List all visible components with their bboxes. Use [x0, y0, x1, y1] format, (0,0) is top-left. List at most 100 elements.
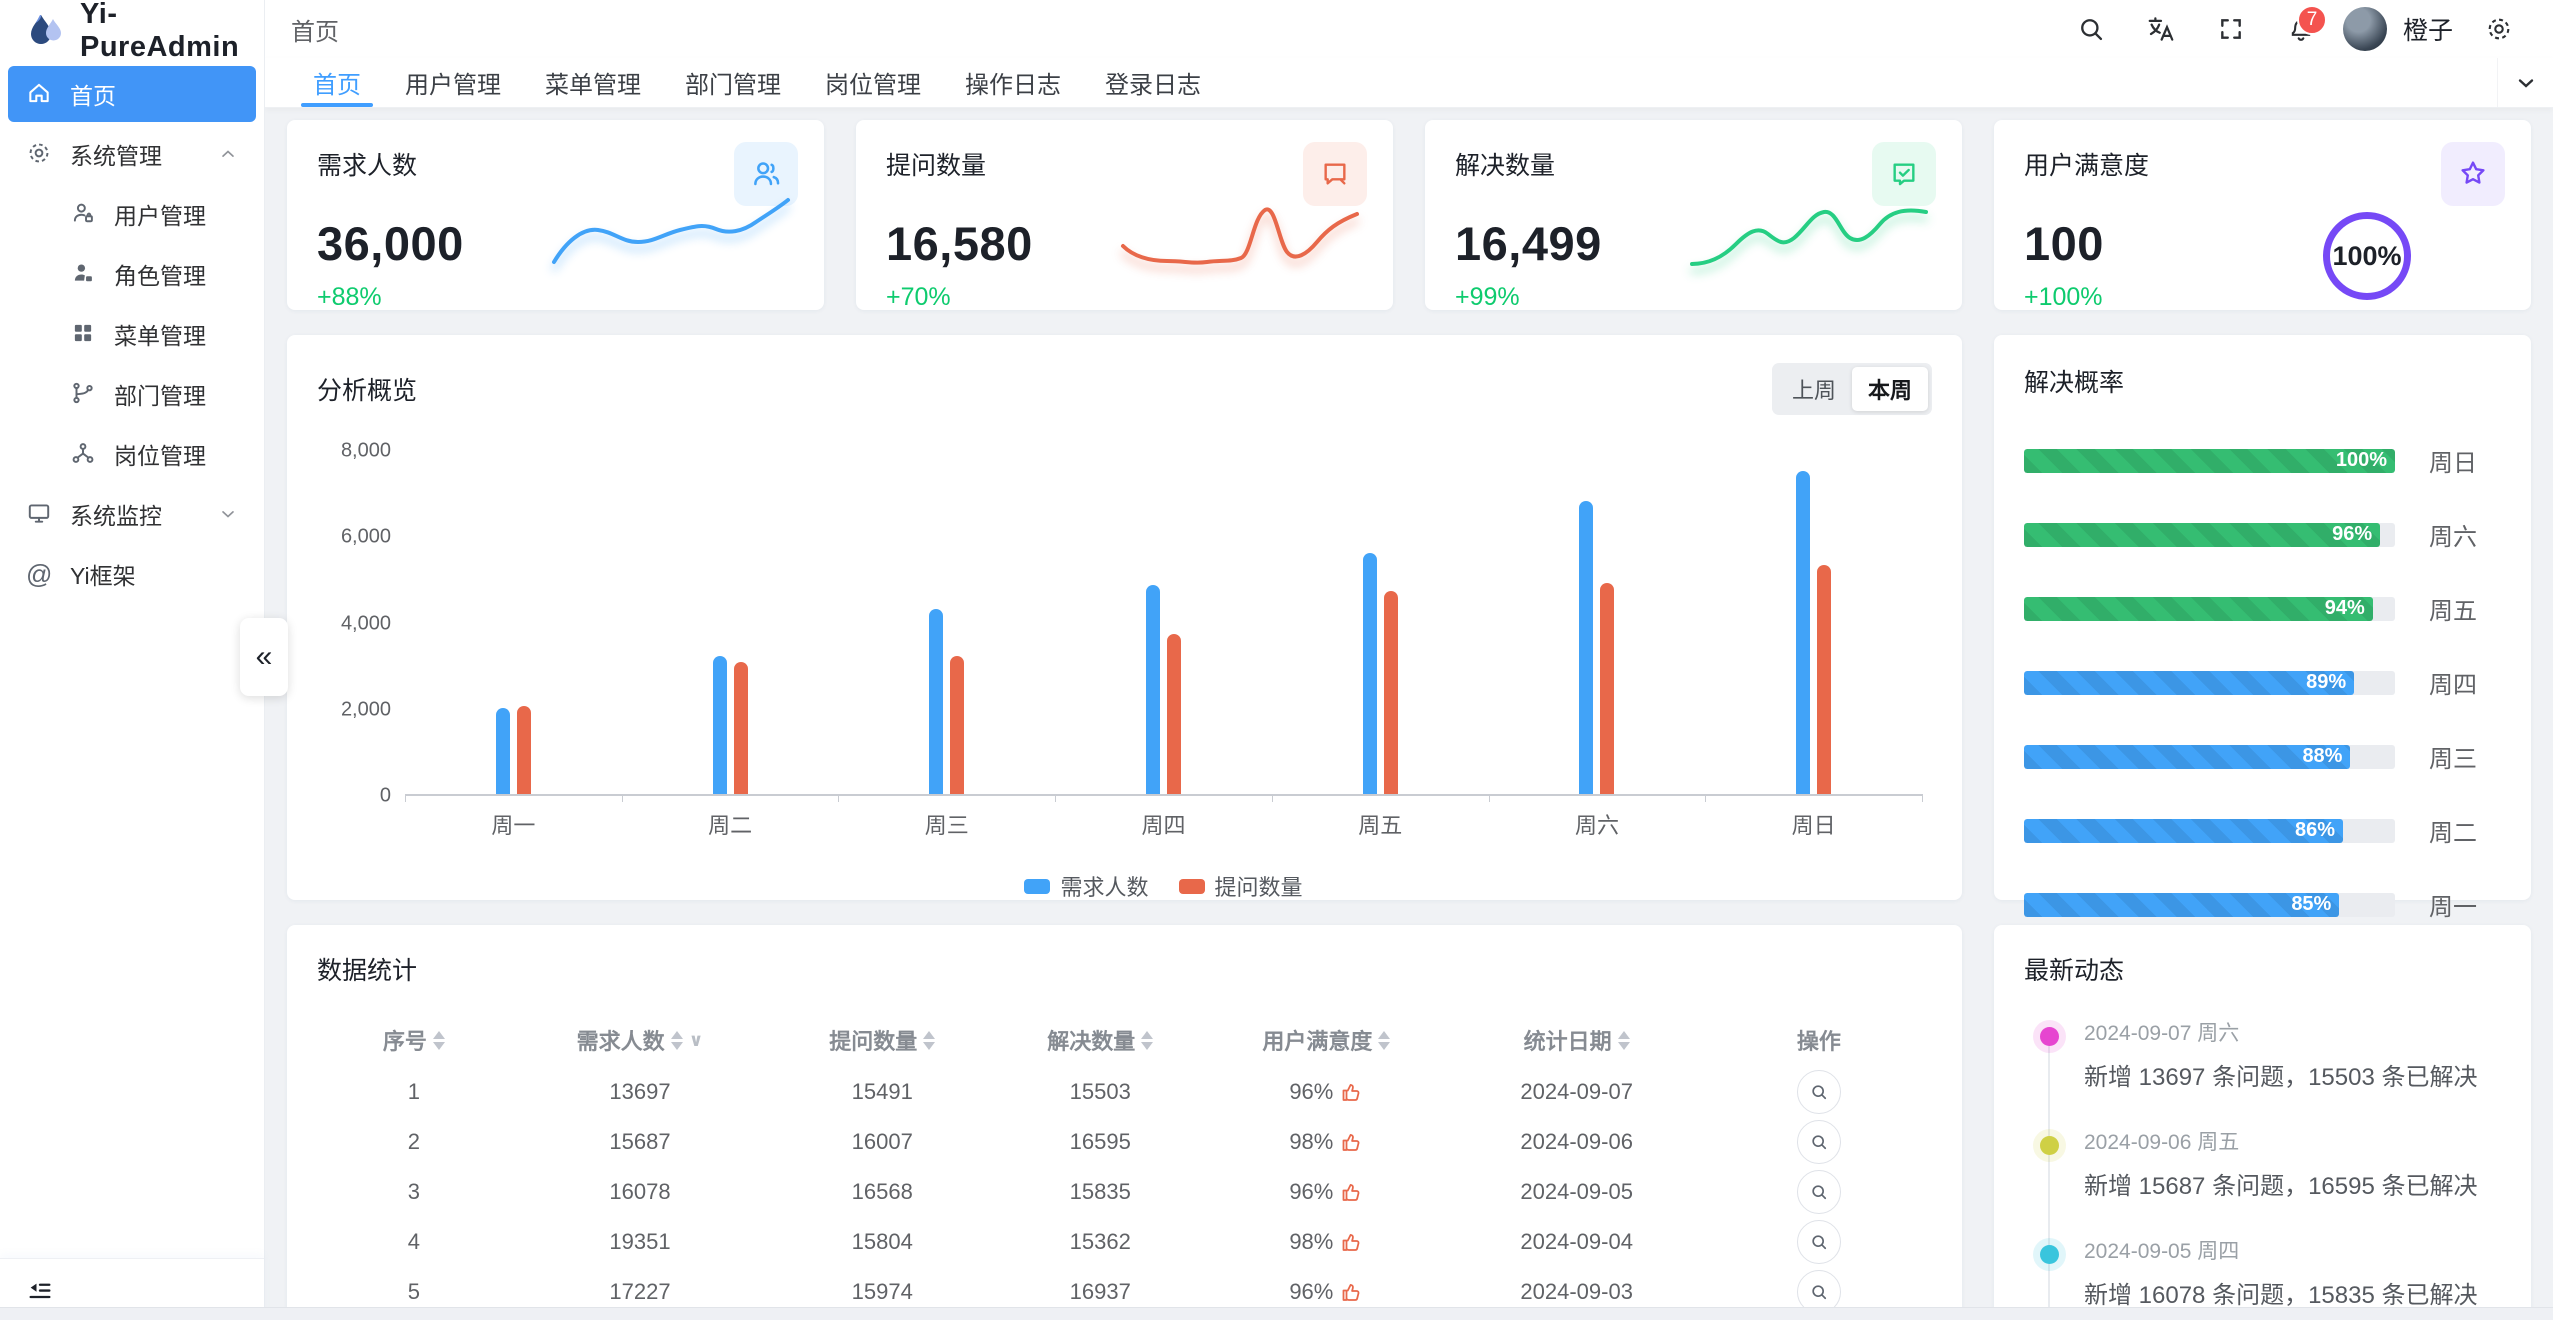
- table-cell: 4: [407, 1229, 421, 1254]
- progress-label: 周二: [2429, 820, 2477, 847]
- fullscreen-button[interactable]: [2203, 1, 2259, 57]
- chevron-down-icon: [218, 504, 238, 524]
- legend-需求人数[interactable]: 需求人数: [1024, 870, 1149, 902]
- sidebar-item-0[interactable]: 首页: [8, 66, 256, 122]
- timeline-text: 新增 16078 条问题，15835 条已解决: [2084, 1282, 2478, 1309]
- sidebar-collapse-handle[interactable]: «: [240, 618, 288, 696]
- view-detail-button[interactable]: [1796, 1270, 1841, 1314]
- toggle-option-0[interactable]: 上周: [1791, 378, 1836, 403]
- table-header-4[interactable]: 用户满意度: [1205, 1024, 1447, 1056]
- table-cell-operation: [1706, 1070, 1932, 1114]
- bar-group-6: [1705, 451, 1922, 794]
- avatar[interactable]: [2342, 7, 2387, 51]
- search-button[interactable]: [2063, 1, 2119, 57]
- legend-提问数量[interactable]: 提问数量: [1178, 870, 1303, 902]
- satisfaction-ring: 100%: [2323, 212, 2411, 300]
- magnifier-icon: [1809, 1132, 1829, 1152]
- y-axis-tick: 0: [379, 784, 391, 807]
- progress-track: 88%: [2024, 744, 2395, 769]
- sidebar-item-7[interactable]: 系统监控: [8, 486, 256, 542]
- tab-6[interactable]: 登录日志: [1105, 72, 1201, 99]
- sidebar-item-3[interactable]: 角色管理: [8, 246, 256, 302]
- table-row-4: 4 19351 15804 15362 98% 2024-09-04: [317, 1217, 1932, 1267]
- y-axis-tick: 6,000: [340, 525, 391, 548]
- sort-icon[interactable]: [1141, 1030, 1154, 1050]
- magnifier-icon: [1809, 1232, 1829, 1252]
- sidebar-item-label: 菜单管理: [114, 323, 206, 349]
- tab-4[interactable]: 岗位管理: [825, 72, 921, 99]
- table-cell: 1: [407, 1079, 421, 1104]
- sidebar-item-2[interactable]: 用户管理: [8, 186, 256, 242]
- translate-button[interactable]: [2133, 1, 2189, 57]
- bar-提问数量-周六: [1600, 583, 1615, 794]
- stat-card-title: 需求人数: [317, 152, 418, 180]
- satisfaction-value: 98%: [1289, 1229, 1334, 1254]
- view-detail-button[interactable]: [1796, 1220, 1841, 1264]
- table-cell-satisfaction: 96%: [1205, 1279, 1447, 1305]
- view-detail-button[interactable]: [1796, 1170, 1841, 1214]
- x-axis-label: 周五: [1358, 813, 1403, 838]
- tab-0[interactable]: 首页: [291, 58, 383, 107]
- view-detail-button[interactable]: [1796, 1120, 1841, 1164]
- sort-icon[interactable]: [1617, 1030, 1630, 1050]
- breadcrumb[interactable]: 首页: [291, 18, 339, 46]
- sidebar-item-6[interactable]: 岗位管理: [8, 426, 256, 482]
- page-scrollbar[interactable]: [0, 1307, 2553, 1320]
- progress-bar: 100%: [2024, 448, 2395, 473]
- bar-需求人数-周四: [1146, 585, 1161, 794]
- y-axis-tick: 2,000: [340, 698, 391, 721]
- sidebar-item-5[interactable]: 部门管理: [8, 366, 256, 422]
- table-row-3: 3 16078 16568 15835 96% 2024-09-05: [317, 1167, 1932, 1217]
- stat-card-demand: 需求人数 36,000 +88%: [287, 120, 824, 311]
- notifications-button[interactable]: 7: [2273, 1, 2329, 57]
- table-header-1[interactable]: 需求人数 ∨: [511, 1024, 769, 1056]
- sparkline-demand: [546, 184, 796, 284]
- stat-cards-row: 需求人数 36,000 +88% 提问数量: [287, 120, 2531, 311]
- sparkline-solve: [1684, 184, 1934, 284]
- progress-bar: 96%: [2024, 522, 2381, 547]
- table-header-5[interactable]: 统计日期: [1447, 1024, 1705, 1056]
- progress-label: 周六: [2429, 524, 2477, 551]
- table-header-2[interactable]: 提问数量: [769, 1024, 995, 1056]
- toggle-option-1[interactable]: 本周: [1851, 367, 1928, 411]
- stat-card-title: 用户满意度: [2024, 152, 2150, 180]
- table-header-3[interactable]: 解决数量: [995, 1024, 1205, 1056]
- sidebar-item-8[interactable]: @ Yi框架: [8, 546, 256, 602]
- sidebar-item-4[interactable]: 菜单管理: [8, 306, 256, 362]
- chevron-up-icon: [218, 144, 238, 164]
- tab-menu-button[interactable]: [2497, 58, 2553, 107]
- chat-icon: [1303, 142, 1367, 206]
- sidebar-item-label: 首页: [70, 83, 116, 109]
- tab-2[interactable]: 菜单管理: [545, 72, 641, 99]
- sort-icon[interactable]: [923, 1030, 936, 1050]
- sidebar-item-label: 用户管理: [114, 203, 206, 229]
- table-cell: 16595: [1069, 1129, 1131, 1154]
- tab-1[interactable]: 用户管理: [405, 72, 501, 99]
- table-cell: 15687: [609, 1129, 671, 1154]
- table-row-1: 1 13697 15491 15503 96% 2024-09-07: [317, 1067, 1932, 1117]
- sort-icon[interactable]: [432, 1030, 445, 1050]
- filter-chevron-icon[interactable]: ∨: [688, 1029, 704, 1050]
- progress-track: 94%: [2024, 596, 2395, 621]
- sidebar-item-1[interactable]: 系统管理: [8, 126, 256, 182]
- tab-3[interactable]: 部门管理: [685, 72, 781, 99]
- table-cell: 2: [407, 1129, 421, 1154]
- bar-提问数量-周二: [733, 662, 748, 794]
- progress-track: 96%: [2024, 522, 2395, 547]
- timeline-dot: [2040, 1245, 2059, 1264]
- user-name[interactable]: 橙子: [2402, 17, 2453, 45]
- table-cell: 16007: [851, 1129, 913, 1154]
- table-header-0[interactable]: 序号: [317, 1024, 511, 1056]
- indent-collapse-icon[interactable]: [26, 1276, 54, 1304]
- settings-button[interactable]: [2471, 1, 2527, 57]
- view-detail-button[interactable]: [1796, 1070, 1841, 1114]
- table-cell: 17227: [609, 1279, 671, 1304]
- logo[interactable]: Yi-PureAdmin: [0, 0, 264, 63]
- satisfaction-value: 96%: [1289, 1179, 1334, 1204]
- table-cell-date: 2024-09-04: [1520, 1229, 1633, 1254]
- timeline-date: 2024-09-05 周四: [2084, 1240, 2240, 1263]
- sort-icon[interactable]: [1378, 1030, 1391, 1050]
- user-icon: [70, 200, 98, 228]
- tab-5[interactable]: 操作日志: [965, 72, 1061, 99]
- sort-icon[interactable]: [670, 1030, 683, 1050]
